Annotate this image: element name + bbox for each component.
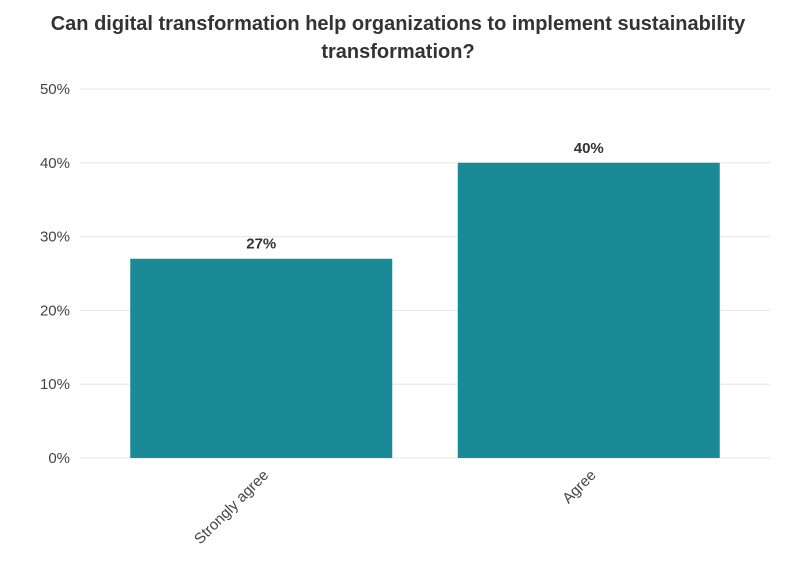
category-label: Strongly agree [191, 467, 272, 548]
y-tick-label: 30% [40, 229, 70, 246]
y-tick-label: 20% [40, 302, 70, 319]
chart-title: Can digital transformation help organiza… [50, 13, 746, 63]
bars [130, 162, 720, 459]
y-tick-label: 10% [40, 376, 70, 393]
data-label: 40% [574, 140, 604, 157]
data-label: 27% [246, 236, 276, 253]
y-tick-label: 40% [40, 155, 70, 172]
y-tick-label: 50% [40, 81, 70, 98]
y-tick-label: 0% [48, 450, 70, 467]
bar-strongly-agree [130, 258, 393, 458]
category-label: Agree [559, 467, 599, 507]
bar-agree [457, 162, 720, 459]
